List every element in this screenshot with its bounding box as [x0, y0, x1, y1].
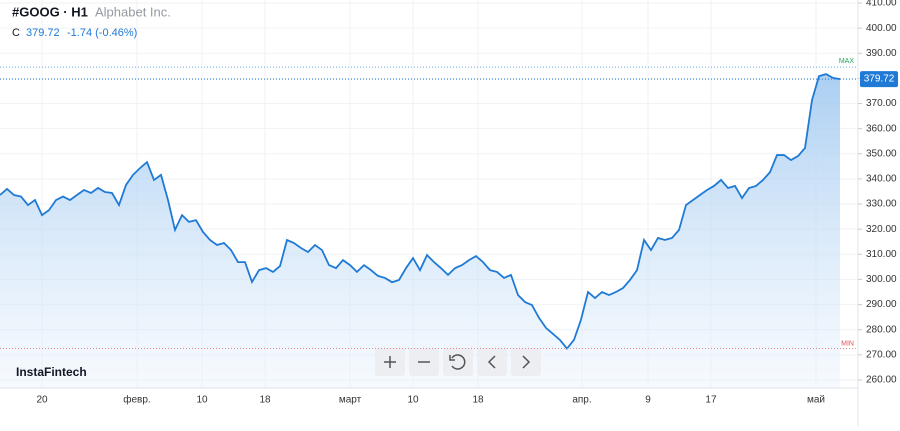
price-change: -1.74 (-0.46%) [67, 27, 137, 39]
price-line [0, 73, 841, 350]
watermark: InstaFintech [16, 365, 87, 379]
toolbar [375, 348, 541, 376]
reset-button[interactable] [443, 348, 473, 376]
y-tick-label: 320.00 [866, 224, 897, 235]
min-label: MIN [841, 340, 854, 347]
y-tick-label: 360.00 [866, 123, 897, 134]
y-tick-label: 300.00 [866, 274, 897, 285]
y-tick-label: 350.00 [866, 148, 897, 159]
symbol: #GOOG · H1 [12, 4, 88, 19]
x-tick-label: февр. [123, 394, 150, 406]
x-tick-label: 20 [36, 395, 48, 406]
y-tick-label: 400.00 [866, 23, 897, 34]
zoom-in-button[interactable] [375, 348, 405, 376]
y-tick-label: 290.00 [866, 299, 897, 310]
zoom-out-button[interactable] [409, 348, 439, 376]
y-tick-label: 260.00 [866, 375, 897, 386]
y-tick-label: 390.00 [866, 48, 897, 59]
last-price-label: 379.72 [864, 74, 895, 85]
max-label: MAX [839, 58, 855, 65]
x-tick-label: 17 [705, 395, 717, 406]
x-tick-label: апр. [572, 395, 591, 406]
x-tick-label: май [807, 395, 825, 406]
scroll-left-button[interactable] [477, 348, 507, 376]
y-tick-label: 310.00 [866, 249, 897, 260]
scroll-right-button[interactable] [511, 348, 541, 376]
last-price-tag [860, 71, 898, 88]
x-tick-label: 10 [196, 395, 208, 406]
x-tick-label: 18 [472, 395, 484, 406]
x-tick-label: 9 [645, 395, 651, 406]
x-tick-label: 10 [407, 395, 419, 406]
area-fill [0, 74, 841, 388]
x-tick-label: март [339, 395, 362, 406]
y-tick-label: 340.00 [866, 174, 897, 185]
y-tick-label: 370.00 [866, 98, 897, 109]
plot [0, 73, 841, 388]
y-tick-label: 270.00 [866, 349, 897, 360]
company: Alphabet Inc. [95, 4, 171, 19]
y-tick-label: 410.00 [866, 0, 897, 9]
x-tick-label: 18 [259, 395, 271, 406]
y-tick-label: 280.00 [866, 324, 897, 335]
price-prefix: C [12, 27, 20, 39]
y-tick-label: 330.00 [866, 199, 897, 210]
close-price: 379.72 [26, 27, 60, 39]
